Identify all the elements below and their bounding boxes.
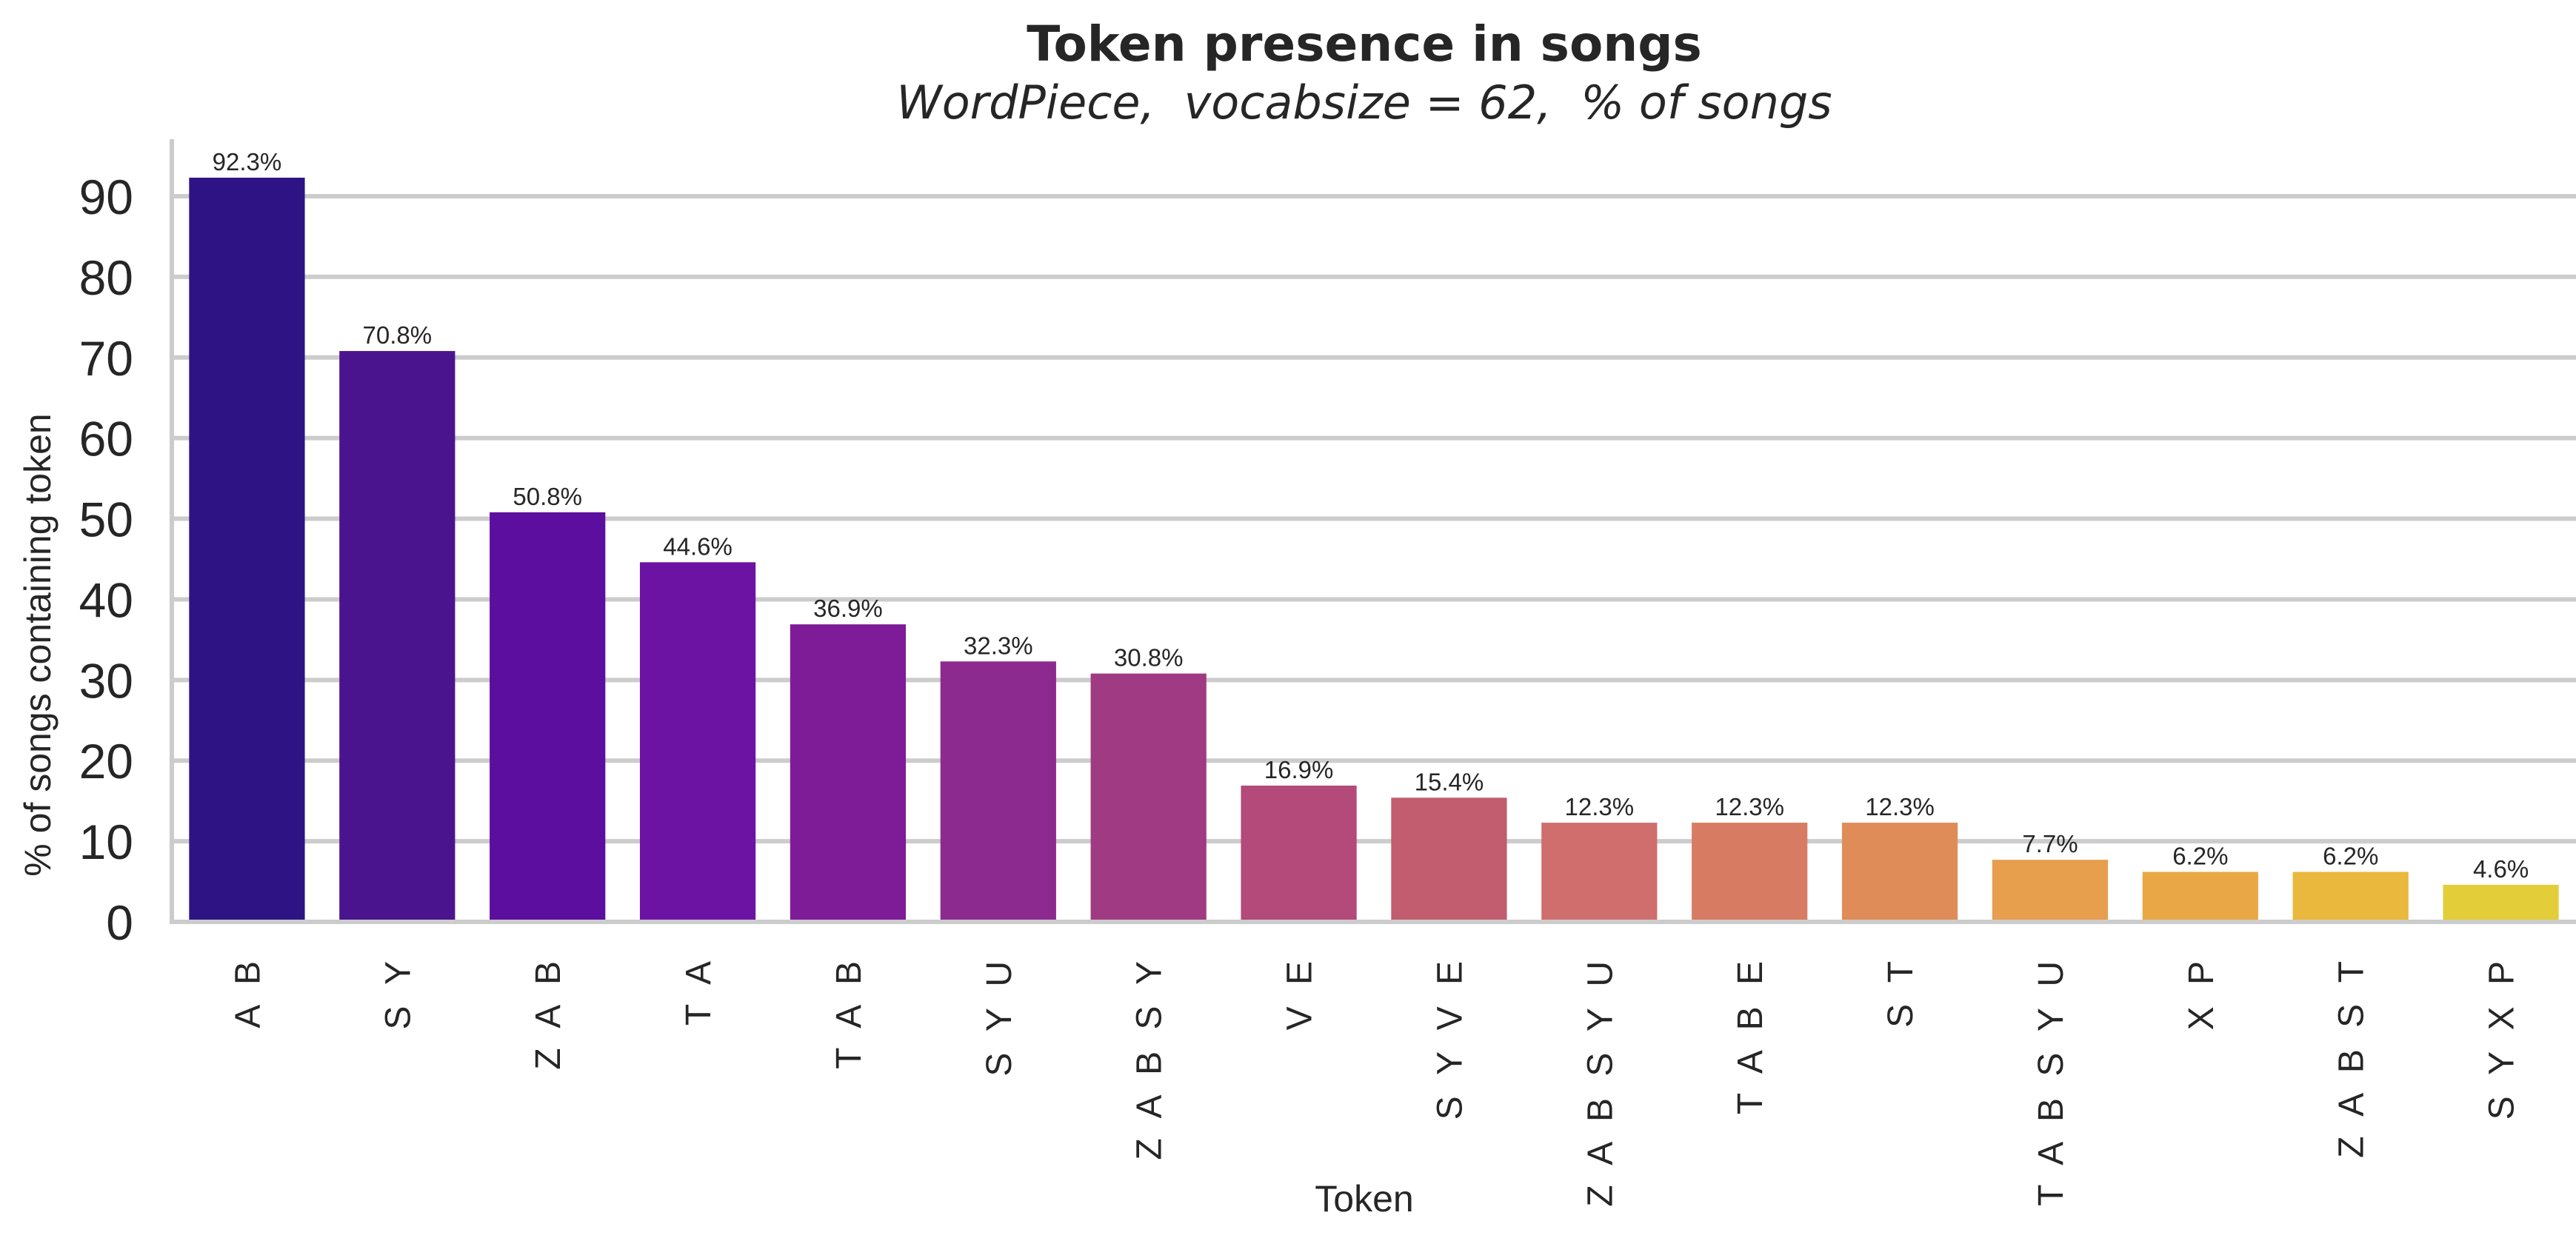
bars <box>189 177 2559 923</box>
bar-value-label: 12.3% <box>1865 793 1935 820</box>
bar <box>1090 673 1207 922</box>
bar <box>940 661 1056 922</box>
x-tick-label: T A B E <box>1731 955 1770 1114</box>
bar <box>639 562 756 922</box>
bar-value-label: 12.3% <box>1715 793 1784 820</box>
x-tick-label: S Y V E <box>1430 955 1469 1120</box>
bar <box>1391 797 1507 922</box>
x-tick-label: Z A B S T <box>2332 955 2372 1158</box>
bar-value-label: 6.2% <box>2172 842 2228 869</box>
axes <box>170 139 2576 924</box>
x-tick-label: Z A B S Y U <box>1581 955 1620 1207</box>
bar-value-label: 4.6% <box>2473 855 2529 883</box>
bar <box>1992 860 2109 922</box>
y-tick-label: 50 <box>79 492 133 547</box>
bar <box>1241 785 1357 922</box>
bar-value-label: 44.6% <box>663 532 733 560</box>
bar-value-label: 92.3% <box>213 148 282 175</box>
chart-title: Token presence in songs <box>1027 16 1702 73</box>
bar <box>1692 823 1808 922</box>
y-axis-label: % of songs containing token <box>17 413 59 876</box>
x-tick-label: S Y U <box>980 955 1019 1077</box>
y-tick-label: 10 <box>79 814 133 869</box>
bar-value-labels: 92.3% 70.8% 50.8% 44.6% 36.9% 32.3% 30.8% 16.9%… <box>213 148 2529 883</box>
x-tick-label: T A B <box>830 955 869 1069</box>
x-tick-label: X P <box>2182 955 2221 1030</box>
bar-value-label: 30.8% <box>1114 644 1184 672</box>
x-tick-labels: A B S Y Z A B T A T A B S Y U Z A B S Y V E S Y … <box>228 955 2521 1207</box>
x-tick-label: T A B S Y U <box>2032 955 2071 1206</box>
x-tick-label: S Y X P <box>2483 955 2522 1120</box>
y-tick-label: 20 <box>79 734 133 789</box>
bar <box>790 624 907 922</box>
x-tick-label: Z A B S Y <box>1130 955 1169 1160</box>
bar <box>1841 823 1958 922</box>
bar-value-label: 16.9% <box>1264 756 1334 783</box>
bar-value-label: 15.4% <box>1415 768 1484 795</box>
x-tick-label: T A <box>679 955 718 1026</box>
x-tick-label: S Y <box>378 955 418 1030</box>
bar-value-label: 32.3% <box>964 632 1033 659</box>
bar-value-label: 7.7% <box>2022 830 2078 857</box>
x-tick-label: Z A B <box>529 955 568 1070</box>
y-tick-label: 0 <box>106 895 133 950</box>
y-tick-label: 80 <box>79 250 133 305</box>
bar-value-label: 50.8% <box>513 483 582 510</box>
bar <box>339 351 456 923</box>
bar-value-label: 12.3% <box>1565 793 1635 820</box>
y-tick-label: 60 <box>79 412 133 466</box>
bar <box>189 177 305 922</box>
bar <box>2443 884 2559 922</box>
x-tick-label: S T <box>1881 955 1921 1028</box>
x-tick-label: V E <box>1281 955 1320 1030</box>
bar <box>2142 872 2258 922</box>
chart-subtitle: WordPiece, vocabsize = 62, % of songs <box>896 76 1832 130</box>
x-tick-label: A B <box>228 955 267 1028</box>
bar-value-label: 70.8% <box>363 321 433 349</box>
y-tick-label: 90 <box>79 170 133 224</box>
bar <box>1541 823 1658 922</box>
y-tick-label: 40 <box>79 572 133 627</box>
bar <box>2292 872 2409 922</box>
y-tick-labels: 0 10 20 30 40 50 60 70 80 90 <box>79 170 133 950</box>
y-tick-label: 30 <box>79 653 133 708</box>
bar <box>490 512 606 922</box>
bar-value-label: 6.2% <box>2323 842 2378 869</box>
y-tick-label: 70 <box>79 331 133 386</box>
x-axis-label: Token <box>1315 1178 1413 1220</box>
bar-value-label: 36.9% <box>813 595 883 622</box>
